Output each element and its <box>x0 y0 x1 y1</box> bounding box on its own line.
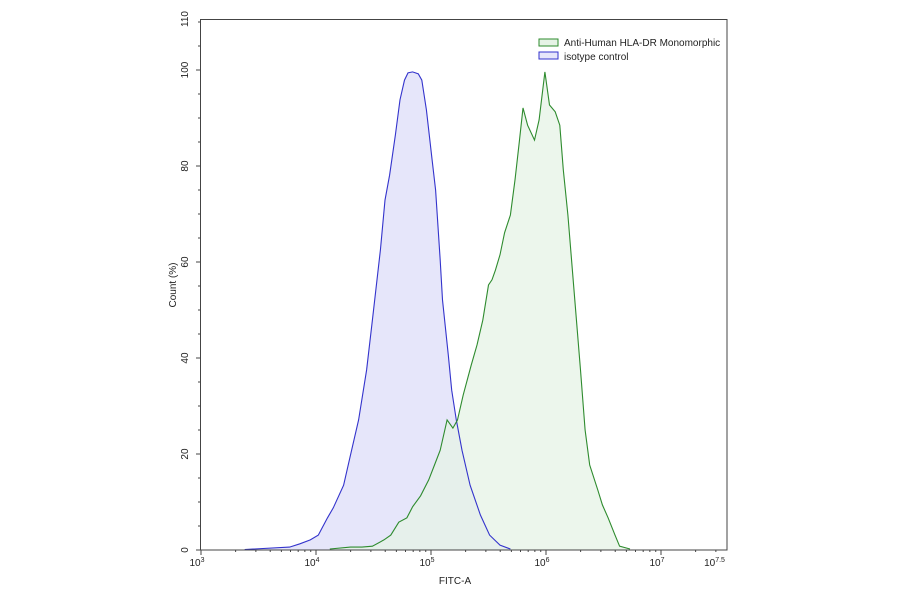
legend-swatch-isotype <box>538 51 559 60</box>
plot-area <box>244 71 631 551</box>
x-tick-label: 106 <box>534 557 549 569</box>
legend-label-hla-dr: Anti-Human HLA-DR Monomorphic <box>564 38 720 49</box>
x-axis: 103 104 105 106 107 107.5 <box>189 550 725 569</box>
y-tick-label: 60 <box>180 256 191 268</box>
series-line-isotype-control <box>244 71 511 551</box>
y-tick-label: 0 <box>180 547 191 553</box>
x-tick-label: 105 <box>419 557 434 569</box>
y-tick-label: 80 <box>180 160 191 172</box>
y-tick-label: 110 <box>180 11 191 27</box>
x-axis-title: FITC-A <box>439 576 472 587</box>
series-area-hla-dr <box>329 71 630 551</box>
series-line-hla-dr <box>329 71 631 550</box>
y-axis-title: Count (%) <box>168 262 179 307</box>
legend: Anti-Human HLA-DR Monomorphic isotype co… <box>538 38 720 63</box>
x-tick-label: 104 <box>304 557 319 569</box>
plot-frame <box>200 19 728 551</box>
y-tick-label: 100 <box>180 61 191 78</box>
y-axis: 0 20 40 60 80 100 110 <box>180 11 200 553</box>
legend-swatch-hla-dr <box>538 38 559 47</box>
x-tick-label: 103 <box>189 557 204 569</box>
y-tick-label: 40 <box>180 352 191 364</box>
x-tick-label: 107.5 <box>704 557 725 569</box>
x-tick-label: 107 <box>649 557 664 569</box>
legend-label-isotype: isotype control <box>564 52 628 63</box>
y-tick-label: 20 <box>180 448 191 460</box>
series-area-isotype-control <box>244 71 511 551</box>
